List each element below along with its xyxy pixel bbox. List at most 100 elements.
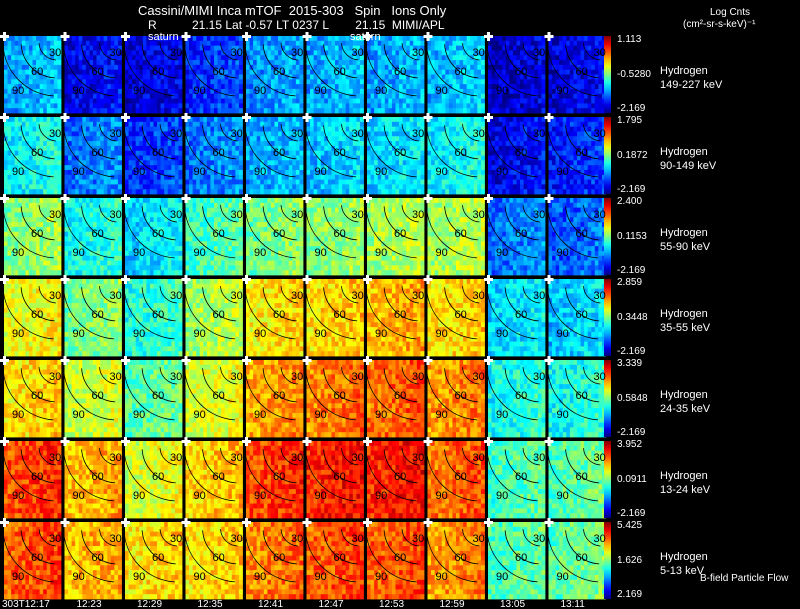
colorbar — [604, 279, 611, 356]
contour-line — [323, 530, 358, 565]
contour-label-30: 30 — [170, 371, 183, 383]
contour-label-30: 30 — [593, 47, 606, 59]
colorbar-min-label: 2.169 — [617, 589, 643, 600]
contour-label-30: 30 — [109, 452, 122, 464]
contour-label-60: 60 — [515, 552, 528, 564]
colorbar-min-label: -2.169 — [617, 427, 646, 438]
contour-line — [2, 207, 54, 259]
cross-marker — [366, 113, 369, 122]
chart-title: Cassini/MIMI Inca mTOF 2015-303 Spin Ion… — [138, 3, 447, 18]
contour-line — [81, 206, 116, 241]
time-label: 12:53 — [379, 599, 405, 609]
energy-range-label: 90-149 keV — [660, 160, 717, 172]
contour-line — [220, 124, 238, 142]
contour-line — [401, 205, 419, 223]
contour-label-90: 90 — [193, 247, 206, 259]
contour-line — [63, 45, 115, 97]
contour-line — [123, 450, 175, 502]
contour-label-90: 90 — [314, 409, 327, 421]
contour-label-60: 60 — [454, 471, 467, 483]
contour-label-60: 60 — [31, 390, 44, 402]
contour-line — [365, 45, 417, 97]
time-label: 12:23 — [76, 599, 102, 609]
contour-label-90: 90 — [254, 571, 267, 583]
contour-line — [444, 449, 479, 484]
contour-label-60: 60 — [333, 228, 346, 240]
contour-line — [159, 448, 177, 466]
contour-label-30: 30 — [109, 290, 122, 302]
contour-label-60: 60 — [212, 147, 225, 159]
units-title: Log Cnts — [710, 7, 751, 18]
contour-line — [323, 125, 358, 160]
cross-marker — [124, 356, 127, 365]
contour-line — [341, 448, 359, 466]
subtitle-r: R — [148, 18, 157, 32]
energy-range-label: 35-55 keV — [660, 322, 711, 334]
contour-label-90: 90 — [12, 247, 25, 259]
contour-label-30: 30 — [109, 371, 122, 383]
contour-label-90: 90 — [375, 328, 388, 340]
contour-label-60: 60 — [454, 390, 467, 402]
contour-line — [38, 448, 56, 466]
contour-line — [38, 529, 56, 547]
contour-label-60: 60 — [575, 147, 588, 159]
contour-line — [504, 125, 539, 160]
contour-label-30: 30 — [170, 452, 183, 464]
cross-marker — [366, 32, 369, 41]
contour-label-90: 90 — [72, 247, 85, 259]
contour-line — [547, 207, 599, 259]
contour-label-30: 30 — [230, 128, 243, 140]
contour-line — [323, 287, 358, 322]
cross-marker — [63, 32, 67, 41]
contour-line — [565, 206, 600, 241]
pixel-image — [547, 441, 606, 519]
contour-line — [280, 205, 298, 223]
contour-label-30: 30 — [593, 452, 606, 464]
contour-label-90: 90 — [133, 409, 146, 421]
contour-label-90: 90 — [193, 571, 206, 583]
pixel-image — [486, 198, 546, 276]
contour-line — [280, 286, 298, 304]
contour-label-30: 30 — [412, 209, 425, 221]
contour-line — [99, 367, 117, 385]
pixel-image — [365, 360, 425, 438]
contour-label-30: 30 — [49, 209, 62, 221]
contour-label-30: 30 — [412, 290, 425, 302]
contour-label-90: 90 — [314, 571, 327, 583]
cross-marker — [305, 194, 309, 203]
contour-line — [444, 206, 479, 241]
contour-label-30: 30 — [49, 128, 62, 140]
cross-marker — [245, 275, 248, 284]
contour-label-90: 90 — [556, 409, 569, 421]
contour-label-30: 30 — [170, 533, 183, 545]
cross-marker — [487, 32, 490, 41]
colorbar-mid-label: 0.3448 — [617, 311, 648, 323]
contour-line — [486, 45, 538, 97]
contour-line — [141, 125, 176, 160]
contour-line — [2, 288, 54, 340]
cross-marker — [366, 275, 369, 284]
contour-label-60: 60 — [31, 471, 44, 483]
contour-line — [486, 450, 538, 502]
colorbar-min-label: -2.169 — [617, 346, 646, 357]
contour-line — [184, 369, 236, 421]
species-label: Hydrogen — [660, 146, 708, 158]
contour-line — [220, 286, 238, 304]
pixel-image — [184, 441, 243, 519]
contour-line — [63, 531, 115, 583]
contour-line — [184, 531, 236, 583]
contour-label-30: 30 — [472, 128, 485, 140]
pixel-image — [63, 117, 122, 195]
contour-label-90: 90 — [133, 328, 146, 340]
contour-label-90: 90 — [254, 409, 267, 421]
contour-label-90: 90 — [133, 85, 146, 97]
contour-line — [522, 448, 540, 466]
contour-line — [141, 449, 176, 484]
contour-label-30: 30 — [472, 290, 485, 302]
contour-line — [63, 450, 115, 502]
contour-label-60: 60 — [152, 309, 165, 321]
contour-line — [565, 449, 600, 484]
cross-marker — [63, 275, 67, 284]
colorbar-mid-label: 0.0911 — [617, 473, 647, 485]
pixel-image — [123, 36, 183, 114]
